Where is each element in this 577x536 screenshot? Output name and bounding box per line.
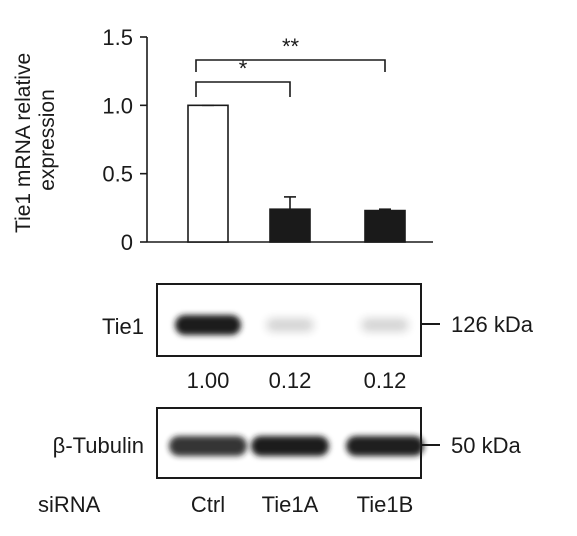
bar-chart: Tie1 mRNA relative expression 0 0.5 1.0 1.5… xyxy=(12,25,433,255)
y-tick-label: 1.5 xyxy=(102,25,133,50)
bars xyxy=(187,104,406,243)
lane-label-tie1b: Tie1B xyxy=(357,492,414,517)
significance-bracket xyxy=(195,59,386,72)
band-tie1b xyxy=(361,318,409,332)
band-tie1b xyxy=(346,436,424,456)
lane-label-ctrl: Ctrl xyxy=(191,492,225,517)
tubulin-blot-panel: β-Tubulin 50 kDa xyxy=(53,407,521,479)
y-axis-label-line-1: Tie1 mRNA relative xyxy=(12,53,35,233)
bar-tie1a xyxy=(269,208,311,243)
tubulin-size-marker: 50 kDa xyxy=(451,433,521,458)
bar-ctrl xyxy=(187,104,229,243)
y-tick-label: 0 xyxy=(121,230,133,255)
quantification-value: 0.12 xyxy=(364,368,407,393)
significance-brackets: *** xyxy=(195,34,386,97)
quantification-value: 0.12 xyxy=(269,368,312,393)
band-tie1a xyxy=(251,436,329,456)
tie1-bands xyxy=(175,315,409,335)
lane-label-tie1a: Tie1A xyxy=(262,492,319,517)
y-tick-label: 1.0 xyxy=(102,93,133,118)
tubulin-blot-label: β-Tubulin xyxy=(53,433,144,458)
significance-label: ** xyxy=(282,34,300,59)
band-ctrl xyxy=(169,436,247,456)
band-tie1a xyxy=(266,318,314,332)
tie1-blot-panel: Tie1 126 kDa 1.00 0.12 0.12 xyxy=(102,283,534,393)
band-ctrl xyxy=(175,315,241,335)
tie1-quantification: 1.00 0.12 0.12 xyxy=(187,368,407,393)
significance-bracket xyxy=(195,81,291,97)
lane-labels: siRNA Ctrl Tie1A Tie1B xyxy=(38,492,413,517)
tubulin-bands xyxy=(169,436,424,456)
y-tick-label: 0.5 xyxy=(102,162,133,187)
y-axis-ticks: 0 0.5 1.0 1.5 xyxy=(102,25,147,255)
tie1-size-marker: 126 kDa xyxy=(451,312,534,337)
y-axis-label: Tie1 mRNA relative expression xyxy=(12,47,59,233)
y-axis-label-line-2: expression xyxy=(36,89,59,191)
sirna-row-label: siRNA xyxy=(38,492,101,517)
lane-names: Ctrl Tie1A Tie1B xyxy=(191,492,413,517)
bar-tie1b xyxy=(364,209,406,243)
tie1-blot-label: Tie1 xyxy=(102,314,144,339)
significance-label: * xyxy=(239,56,248,81)
quantification-value: 1.00 xyxy=(187,368,230,393)
